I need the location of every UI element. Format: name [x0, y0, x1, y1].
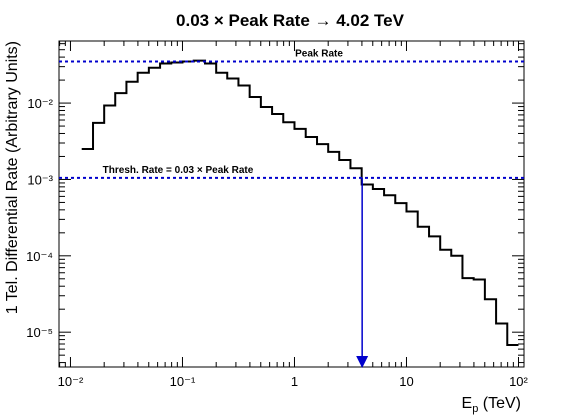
chart-title: 0.03 × Peak Rate → 4.02 TeV	[176, 11, 405, 30]
y-tick-labels: 10⁻⁵ 10⁻⁴ 10⁻³ 10⁻²	[26, 96, 54, 340]
x-axis-ticks	[59, 41, 519, 367]
x-tick-label: 10⁻¹	[170, 374, 196, 389]
x-tick-label: 1	[291, 374, 298, 389]
y-tick-label: 10⁻³	[27, 172, 53, 187]
histogram-line	[81, 59, 519, 346]
threshold-arrow-head	[356, 356, 369, 368]
peak-rate-label: Peak Rate	[295, 49, 343, 60]
reference-lines: Peak Rate Thresh. Rate = 0.03 × Peak Rate	[59, 49, 524, 368]
x-axis-title: Ep (TeV)	[462, 395, 521, 415]
y-tick-label: 10⁻⁴	[26, 249, 53, 264]
y-axis-title: 1 Tel. Differential Rate (Arbitrary Unit…	[4, 41, 21, 314]
x-tick-labels: 10⁻² 10⁻¹ 1 10 10²	[58, 374, 529, 389]
plot-frame	[58, 40, 525, 368]
x-tick-label: 10²	[509, 374, 528, 389]
x-tick-label: 10⁻²	[58, 374, 84, 389]
x-tick-label: 10	[399, 374, 413, 389]
threshold-rate-label: Thresh. Rate = 0.03 × Peak Rate	[103, 165, 254, 176]
y-tick-label: 10⁻²	[27, 96, 53, 111]
y-tick-label: 10⁻⁵	[26, 325, 53, 340]
histogram-series	[81, 59, 519, 346]
y-axis-ticks	[59, 43, 524, 364]
